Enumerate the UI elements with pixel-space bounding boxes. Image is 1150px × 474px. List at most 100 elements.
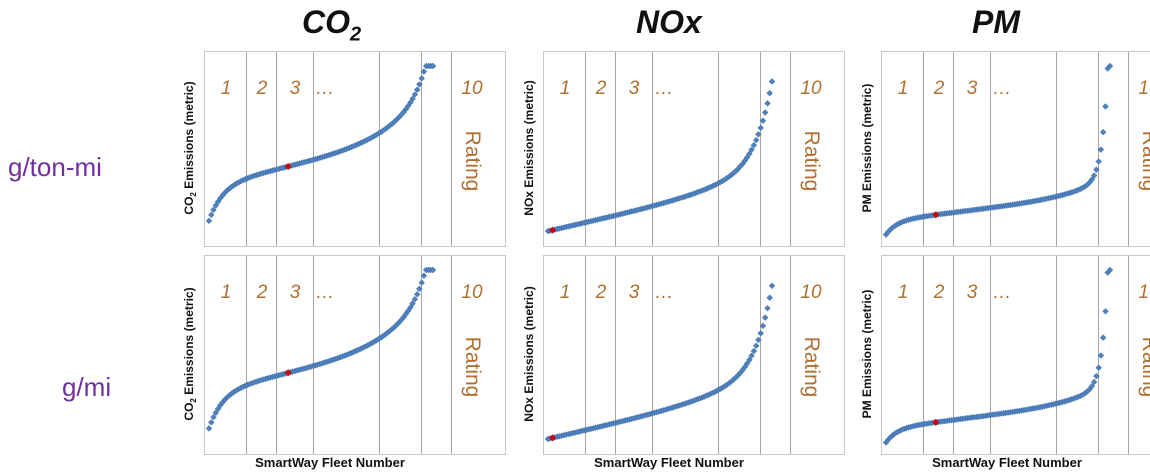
rating-label-3: 3 (628, 282, 640, 303)
x-axis-label: SmartWay Fleet Number (255, 455, 405, 470)
data-point (750, 347, 758, 355)
data-point (759, 322, 767, 330)
scatter-plot (544, 256, 791, 454)
rating-axis-label: Rating (461, 130, 484, 192)
x-axis-label: SmartWay Fleet Number (932, 455, 1082, 470)
data-point (746, 356, 753, 364)
rating-axis-label: Rating (1138, 130, 1150, 192)
scatter-plot (882, 256, 1129, 454)
data-point (413, 86, 421, 93)
rating-label-3: 3 (966, 78, 978, 99)
data-point (208, 419, 215, 426)
data-point (409, 300, 416, 307)
rating-label-4: … (315, 282, 335, 303)
rating-label-4: … (654, 282, 674, 303)
data-point (413, 291, 421, 298)
scatter-plot (882, 52, 1129, 246)
highlighted-fleet-point (548, 226, 557, 234)
chart-panel-co2-per-ton-mile: 1 2 3 … 10 Rating (204, 51, 506, 247)
data-point (752, 342, 760, 350)
rating-label-2: 2 (933, 78, 945, 99)
rating-label-5: 10 (461, 282, 483, 303)
y-axis-label: CO2 Emissions (metric) (181, 287, 199, 421)
column-title-pm: PM (972, 4, 1020, 40)
data-point (1099, 334, 1107, 341)
rating-label-4: … (992, 78, 1012, 99)
rating-label-5: 10 (461, 78, 483, 99)
rating-label-3: 3 (966, 282, 978, 303)
data-point (766, 294, 773, 301)
data-point (1090, 378, 1098, 386)
data-point (1106, 266, 1114, 274)
rating-label-5: 10 (800, 78, 822, 99)
highlighted-fleet-point (548, 434, 557, 442)
rating-label-2: 2 (933, 282, 945, 303)
data-point (420, 272, 428, 279)
data-point (429, 62, 437, 70)
rating-axis-label: Rating (800, 130, 823, 192)
chart-panel-pm-per-ton-mile: 1 23 … 10 Rating (881, 51, 1150, 247)
rating-label-5: 10 (1138, 282, 1150, 303)
highlighted-fleet-point (932, 211, 940, 219)
data-point (210, 206, 217, 214)
y-axis-label: PM Emissions (metric) (860, 83, 874, 213)
highlighted-fleet-point (284, 162, 292, 171)
data-point (748, 352, 755, 359)
data-point (1106, 62, 1114, 70)
rating-label-4: … (315, 78, 335, 99)
data-point (1099, 128, 1107, 136)
chart-panel-pm-per-mile: 1 23 … 10 Rating (881, 255, 1150, 455)
rating-label-1: 1 (897, 78, 909, 99)
data-point (411, 91, 419, 98)
data-point (752, 136, 760, 144)
row-label-per-mile: g/mi (62, 372, 112, 402)
rating-label-4: … (992, 282, 1012, 303)
y-axis-label: NOx Emissions (metric) (522, 80, 536, 216)
rating-label-1: 1 (897, 282, 909, 303)
rating-label-2: 2 (256, 282, 268, 303)
data-point (409, 95, 416, 103)
data-point (761, 109, 769, 116)
data-point (1097, 352, 1105, 359)
data-point (420, 68, 428, 75)
rating-label-4: … (654, 78, 674, 99)
rating-label-2: 2 (595, 282, 607, 303)
rating-label-3: 3 (289, 78, 301, 99)
data-point (1097, 146, 1105, 153)
data-point (768, 78, 776, 85)
rating-label-5: 10 (800, 282, 822, 303)
column-title-co2: CO2 (302, 4, 362, 46)
rating-label-2: 2 (256, 78, 268, 99)
data-point (759, 117, 767, 124)
rating-label-3: 3 (289, 282, 301, 303)
rating-axis-label: Rating (461, 336, 484, 398)
y-axis-label: NOx Emissions (metric) (522, 286, 536, 422)
data-point (757, 330, 764, 337)
data-point (768, 282, 776, 290)
data-point (1102, 103, 1109, 110)
data-point (1102, 308, 1109, 315)
rating-axis-label: Rating (1138, 336, 1150, 398)
rating-label-3: 3 (628, 78, 640, 99)
row-label-per-ton-mile: g/ton-mi (8, 152, 102, 182)
data-point (764, 304, 771, 312)
data-point (766, 89, 773, 97)
rating-label-1: 1 (559, 282, 571, 303)
rating-label-1: 1 (220, 282, 232, 303)
data-point (1095, 364, 1102, 371)
data-point (429, 266, 437, 274)
data-point (1088, 382, 1096, 390)
chart-panel-nox-per-mile: 1 2 3 … 10 Rating (543, 255, 845, 455)
data-point (208, 211, 215, 219)
data-point (1088, 176, 1096, 183)
scatter-plot (205, 52, 452, 246)
rating-label-2: 2 (595, 78, 607, 99)
data-point (764, 100, 771, 107)
data-point (761, 314, 769, 321)
data-point (1090, 172, 1098, 179)
scatter-plot (205, 256, 452, 454)
y-axis-label: PM Emissions (metric) (860, 289, 874, 419)
data-point (205, 217, 213, 225)
data-point (418, 75, 425, 82)
data-point (210, 413, 217, 421)
